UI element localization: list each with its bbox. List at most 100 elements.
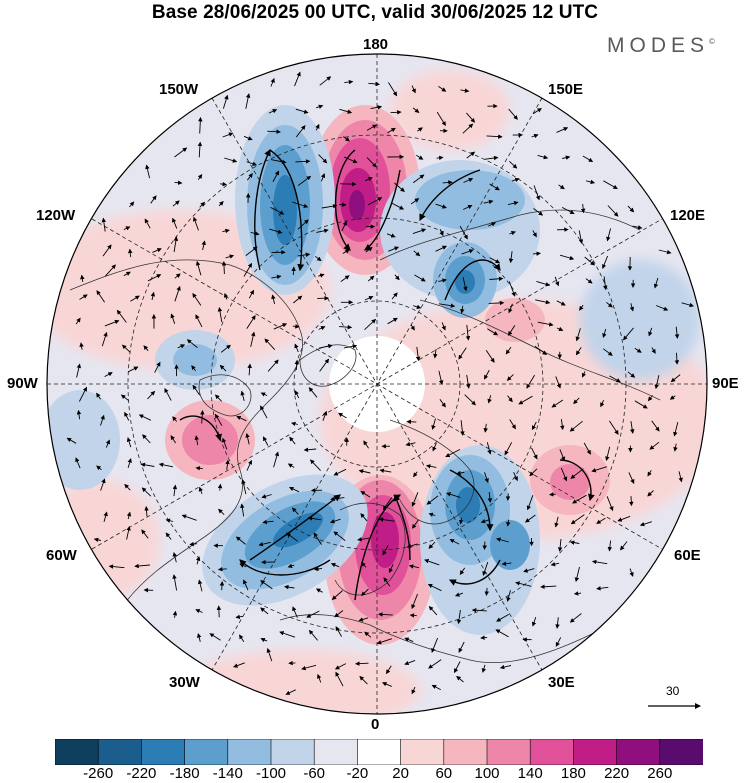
wind-vector (174, 180, 183, 185)
wind-vector (505, 493, 511, 501)
wind-vector (411, 85, 416, 94)
wind-vector (361, 588, 369, 597)
wind-vector (172, 416, 178, 422)
wind-vector (263, 436, 269, 446)
wind-vector (195, 609, 203, 614)
wind-vector (459, 567, 466, 576)
wind-vector (480, 635, 488, 640)
wind-vector (217, 306, 223, 323)
wind-vector (343, 136, 351, 142)
wind-vector (681, 302, 695, 308)
wind-vector (678, 471, 683, 483)
wind-vector (344, 156, 358, 164)
wind-vector (556, 326, 564, 332)
wind-vector (141, 529, 149, 539)
wind-vector (653, 277, 659, 289)
wind-vector (572, 494, 587, 504)
lon-label-30e: 30E (548, 674, 575, 691)
wind-vector (632, 225, 643, 230)
wind-vector (271, 274, 282, 280)
wind-vector (268, 109, 278, 114)
wind-vector (555, 617, 560, 629)
wind-vector (126, 437, 132, 448)
wind-vector (569, 613, 582, 623)
wind-vector (364, 296, 374, 301)
wind-vector (319, 358, 330, 372)
wind-vector (294, 390, 300, 399)
wind-vector (93, 537, 102, 543)
wind-vector (428, 512, 436, 517)
wind-vector (606, 496, 614, 512)
wind-vector (411, 519, 420, 529)
wind-vector (387, 317, 398, 325)
wind-vector (322, 410, 328, 421)
colorbar-tick-label: -180 (169, 765, 200, 782)
wind-vector (559, 419, 565, 431)
wind-vector (484, 155, 499, 161)
logo-text: MODES (607, 34, 710, 57)
wind-vector (195, 314, 203, 328)
wind-vector (390, 110, 402, 115)
wind-vector (215, 413, 223, 426)
wind-vector (198, 116, 203, 134)
wind-vector (199, 201, 206, 208)
wind-vector (385, 665, 392, 675)
wind-vector (454, 592, 464, 597)
wind-vector (489, 183, 500, 191)
wind-vector (295, 108, 309, 114)
wind-vector (559, 254, 575, 261)
wind-vector (293, 295, 303, 304)
wind-vector (306, 610, 320, 618)
wind-vector (260, 637, 268, 643)
wind-vector (368, 275, 375, 282)
wind-vector (391, 202, 405, 210)
wind-vector (96, 290, 105, 303)
wind-vector (170, 313, 176, 324)
wind-vector (654, 375, 660, 390)
wind-vector (483, 199, 494, 205)
wind-vector (243, 135, 253, 141)
wind-vector (79, 342, 84, 350)
wind-vector (585, 179, 596, 185)
wind-vector (603, 276, 608, 291)
wind-vector (555, 637, 562, 647)
wind-vector (334, 610, 344, 618)
wind-vector (297, 252, 311, 257)
wind-vector (192, 384, 201, 396)
wind-vector (412, 228, 427, 235)
wind-vector (651, 420, 660, 432)
lon-label-0: 0 (371, 716, 380, 733)
wind-vector (557, 538, 563, 552)
wind-vector (360, 513, 368, 522)
colorbar-tick-label: -140 (212, 765, 243, 782)
wind-vector (223, 292, 229, 300)
wind-vector (417, 127, 423, 132)
wind-vector (104, 264, 116, 277)
wind-vector (495, 629, 509, 638)
wind-vectors (66, 71, 695, 695)
wind-vector (222, 94, 229, 109)
wind-vector (308, 387, 318, 398)
wind-vector (197, 141, 203, 158)
wind-vector (560, 467, 568, 482)
wind-vector (294, 343, 299, 353)
lon-label-90e: 90E (712, 375, 739, 392)
wind-vector (404, 637, 414, 643)
wind-vector (458, 641, 465, 653)
wind-vector (508, 251, 514, 264)
wind-vector (195, 556, 201, 565)
wind-vector (484, 369, 490, 380)
wind-vector (431, 637, 439, 653)
wind-vector (531, 421, 537, 431)
wind-vector (221, 437, 228, 450)
wind-vector (239, 634, 245, 643)
wind-vector (246, 161, 258, 166)
wind-vector (141, 487, 152, 497)
colorbar-tick-label: 100 (474, 765, 500, 782)
wind-vector (410, 324, 415, 331)
wind-vector (673, 443, 678, 452)
wind-vector (294, 71, 301, 87)
wind-vector (412, 174, 425, 184)
wind-vector (108, 564, 125, 569)
wind-vector (607, 205, 619, 217)
